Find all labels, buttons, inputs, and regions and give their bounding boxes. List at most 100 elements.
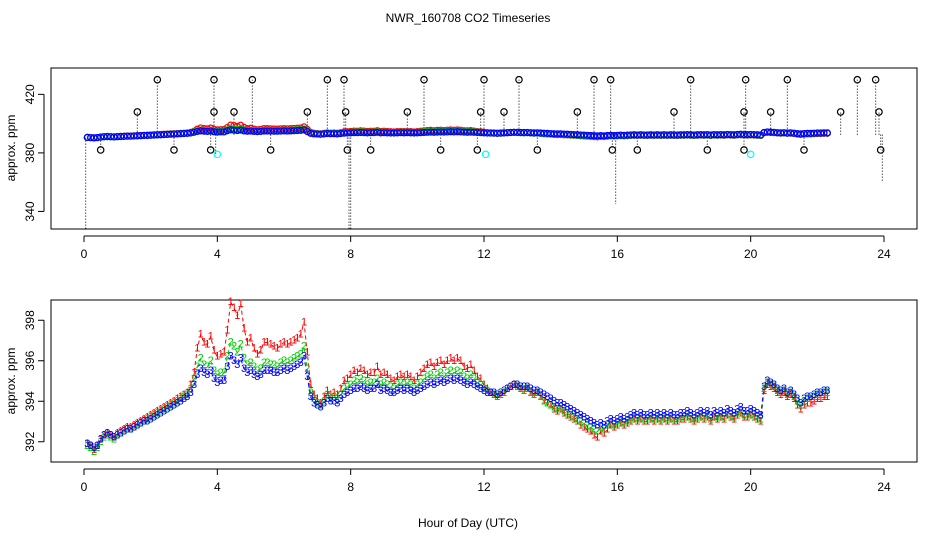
series-3-point: 3 [461,377,467,389]
series-3-point: 3 [418,383,424,395]
series-3-point: 3 [824,385,830,397]
series-1-point: 1 [614,420,620,432]
series-3-point: 3 [624,411,630,423]
top-series-3-point [407,129,415,137]
series-2-point: 2 [684,409,690,421]
cyan-point [481,150,490,159]
top-series-3-point [320,130,328,138]
series-1-point: 1 [794,399,800,411]
series-1-point: 1 [664,416,670,428]
series-2-point: 2 [124,424,130,436]
cyan-point [213,150,222,159]
top-series-3-point [793,129,801,138]
series-1-point: 1 [278,339,284,351]
series-2-point: 2 [278,357,284,369]
series-1-point: 1 [371,367,377,379]
series-2-point: 2 [658,413,664,425]
series-2-point: 2 [601,424,607,436]
series-1-point: 1 [91,444,97,456]
top-series-3-point [630,131,638,139]
series-1-point: 1 [524,383,530,395]
series-1-point: 1 [274,343,280,355]
series-2-point: 2 [614,418,620,430]
top-series-3-point [163,130,171,139]
series-3-point: 3 [744,405,750,417]
series-3-point: 3 [314,399,320,411]
series-3-point: 3 [264,365,270,377]
series-2-point: 2 [608,418,614,430]
series-2-point: 2 [494,391,500,403]
top-series-3-point [177,130,185,138]
series-1-point: 1 [511,379,517,391]
top-series-3-point [280,127,288,135]
spike-point [210,75,218,84]
series-3-point: 3 [234,359,240,371]
series-2-point: 2 [88,442,94,454]
spike-point [670,108,678,116]
top-series-3-point [150,131,158,139]
series-1-point: 1 [221,347,227,359]
series-3-point: 3 [98,434,104,446]
series-1-point: 1 [138,416,144,428]
top-series-3-point [340,129,348,137]
top-series-3-point [657,131,665,139]
top-series-3-point [670,131,678,139]
series-2-point: 2 [744,409,750,421]
series-3-point: 3 [398,383,404,395]
top-series-3-point [160,130,168,139]
series-3-point: 3 [131,422,137,434]
series-1-point: 1 [581,422,587,434]
series-1-point: 1 [671,416,677,428]
series-3-point: 3 [741,405,747,417]
series-1-point: 1 [388,373,394,385]
series-1-point: 1 [488,387,494,399]
top-series-3-point [450,128,458,136]
series-3-point: 3 [184,391,190,403]
series-1-point: 1 [311,389,317,401]
series-2-point: 2 [764,377,770,389]
series-3-point: 3 [248,365,254,377]
series-3-point: 3 [724,403,730,415]
top-series-3-point [147,131,155,139]
series-3-point: 3 [684,405,690,417]
series-3-point: 3 [634,409,640,421]
series-2-point: 2 [754,411,760,423]
series-3-point: 3 [201,367,207,379]
series-1-point: 1 [308,379,314,391]
top-series-3-point [483,129,491,137]
bottom-x-tick-label: 16 [611,480,625,494]
top-series-3-point [417,129,425,137]
top-series-3-point [477,129,485,137]
spike-point [876,146,885,154]
series-2-point: 2 [434,369,440,381]
series-1-point: 1 [628,416,634,428]
series-3-point: 3 [614,413,620,425]
series-2-point: 2 [714,411,720,423]
top-series-3-point [530,129,538,137]
top-series-3-point [783,129,791,137]
series-3-point: 3 [344,387,350,399]
spike-point [230,108,238,116]
series-3-point: 3 [691,409,697,421]
series-3-point: 3 [404,383,410,395]
series-1-point: 1 [271,341,277,353]
series-2-point: 2 [638,411,644,423]
top-series-3-point [440,128,448,136]
top-series-3-point [577,131,585,139]
series-2-point: 2 [794,395,800,407]
series-2-point: 2 [574,413,580,425]
series-2-point: 2 [424,371,430,383]
series-1-point: 1 [491,389,497,401]
series-3-point: 3 [448,373,454,385]
series-1-point: 1 [764,379,770,391]
series-2-point: 2 [694,411,700,423]
top-series-3-point [680,131,688,139]
series-2-point: 2 [244,359,250,371]
series-1-point: 1 [604,424,610,436]
series-3-point: 3 [508,381,514,393]
top-series-3-point [137,132,145,140]
series-3-point: 3 [374,379,380,391]
series-1-point: 1 [118,426,124,438]
series-1-point: 1 [751,411,757,423]
series-1-point: 1 [471,365,477,377]
